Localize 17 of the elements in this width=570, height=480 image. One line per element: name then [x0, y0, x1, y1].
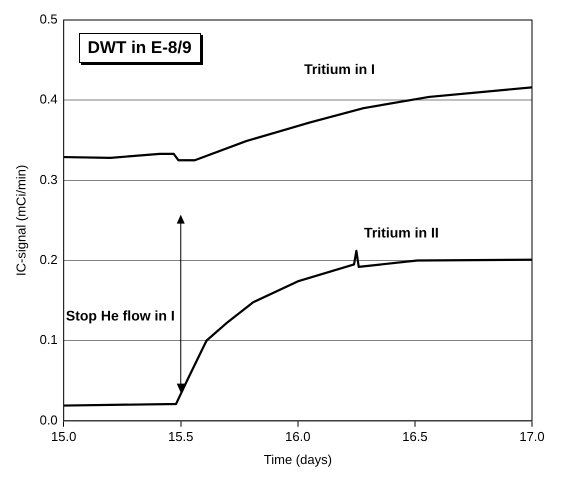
y-tick-label: 0.3: [40, 172, 58, 187]
x-tick-label: 16.0: [285, 429, 310, 444]
y-tick-label: 0.0: [40, 412, 58, 428]
y-tick-label: 0.4: [40, 92, 58, 107]
text: Tritium in I: [304, 61, 375, 78]
text: DWT in E-8/9: [78, 33, 201, 63]
x-tick-label: 15.0: [51, 429, 76, 444]
y-tick-label: 0.2: [40, 252, 58, 268]
y-axis-title: IC-signal (mCi/min): [13, 164, 28, 276]
x-tick-label: 16.5: [402, 429, 428, 444]
y-tick-label: 0.1: [40, 332, 58, 348]
annotation: Stop He flow in I: [66, 307, 175, 324]
x-tick-label: 15.5: [168, 429, 194, 444]
x-axis-title: Time (days): [264, 452, 332, 467]
series-label: Tritium in II: [364, 224, 439, 241]
x-tick-label: 17.0: [519, 429, 545, 444]
y-tick-label: 0.5: [40, 12, 58, 27]
